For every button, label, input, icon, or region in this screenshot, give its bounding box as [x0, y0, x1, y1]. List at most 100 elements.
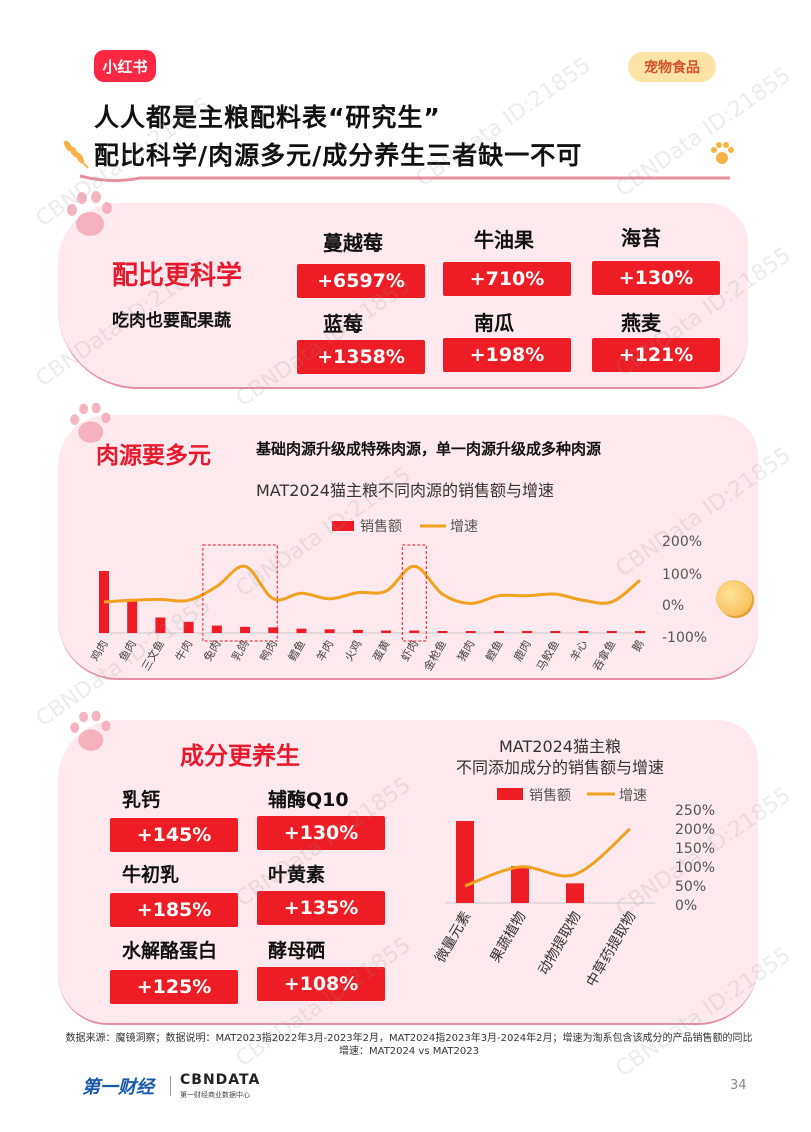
x-category-label: 金枪鱼: [421, 638, 450, 674]
ingredient-name: 水解酪蛋白: [122, 940, 218, 962]
ingredient-name: 牛油果: [474, 228, 534, 252]
growth-badge: +130%: [257, 810, 395, 850]
highlight-box: [202, 544, 278, 642]
chart2-title-line2: 不同添加成分的销售额与增速: [455, 758, 664, 777]
y2-tick-label: 100%: [675, 860, 715, 876]
page-title-line2: 配比科学/肉源多元/成分养生三者缺一不可: [94, 141, 583, 170]
x-category-label: 火鸡: [341, 638, 364, 664]
source-line2: 增速：MAT2024 vs MAT2023: [339, 1045, 479, 1057]
x-category-label: 猪肉: [455, 638, 477, 664]
x-category-label: 牛肉: [172, 638, 195, 664]
y2-tick-label: 0%: [662, 598, 684, 614]
cbndata-subtitle: 第一财经商业数据中心: [180, 1091, 250, 1099]
bar-sales: [493, 631, 504, 633]
bar-sales: [456, 821, 474, 903]
growth-badge: +198%: [443, 332, 581, 372]
y2-tick-label: 150%: [675, 841, 715, 857]
bar-sales: [635, 631, 645, 633]
bar-sales: [511, 866, 529, 903]
meat-source-chart: 销售额 增速200%100%0%-100%鸡肉 鱼肉 三文鱼 牛肉 兔肉 乳鸽 鸭肉 鳕鱼 羊肉火…: [87, 519, 707, 674]
bar-sales: [127, 598, 138, 633]
bar-sales: [352, 629, 363, 633]
growth-badge: +710%: [443, 256, 581, 296]
bar-sales: [437, 631, 448, 633]
x-category-label: 鸡肉: [87, 638, 110, 664]
x-category-label: 蛋黄: [370, 638, 393, 664]
growth-badge: +185%: [110, 887, 248, 927]
growth-badge: +145%: [110, 812, 248, 852]
section2-heading: 肉源要多元: [96, 443, 211, 469]
section1-subtitle: 吃肉也要配果蔬: [112, 311, 231, 331]
ingredient-name: 辅酶Q10: [268, 789, 349, 811]
x-category-label: 果蔬植物: [488, 909, 530, 965]
legend-bar-swatch: [497, 788, 523, 800]
y2-tick-label: -100%: [662, 630, 707, 646]
section2-subtitle: 基础肉源升级成特殊肉源，单一肉源升级成多种肉源: [256, 440, 602, 458]
growth-badge: +125%: [110, 964, 248, 1004]
growth-badge: +130%: [592, 255, 730, 295]
cbndata-logo: CBNDATA: [180, 1072, 261, 1088]
ingredient-name: 海苔: [621, 226, 661, 250]
bar-sales: [268, 627, 279, 633]
y2-tick-label: 0%: [675, 898, 697, 914]
x-category-label: 鱼肉: [116, 638, 139, 664]
ingredient-name: 蔓越莓: [323, 231, 383, 255]
paw-icon: [70, 710, 111, 751]
y2-tick-label: 100%: [662, 567, 702, 583]
section3-heading: 成分更养生: [180, 742, 300, 770]
bar-sales: [465, 631, 476, 633]
growth-badge: +6597%: [297, 258, 435, 298]
yicai-logo: 第一财经: [82, 1077, 154, 1098]
page-number: 34: [730, 1078, 747, 1093]
x-category-label: 鹅: [629, 638, 647, 655]
paw-icon: [70, 402, 111, 443]
legend-bar-label: 销售额: [529, 788, 571, 804]
bar-sales: [155, 617, 166, 633]
bar-sales: [240, 626, 251, 633]
growth-line: [464, 827, 631, 888]
chart2-title-line1: MAT2024猫主粮: [498, 737, 621, 756]
ingredient-name: 叶黄素: [268, 864, 326, 886]
bar-sales: [409, 630, 420, 633]
wheat-icon: [63, 140, 89, 169]
x-category-label: 三文鱼: [138, 638, 167, 674]
highlight-box: [401, 544, 427, 642]
x-category-label: 羊肉: [313, 638, 336, 664]
bar-sales: [183, 621, 194, 633]
x-category-label: 马鲛鱼: [533, 638, 562, 674]
x-category-label: 虾肉: [399, 638, 421, 664]
ingredient-name: 南瓜: [474, 311, 514, 335]
ingredient-chart: 销售额 增速 250% 200% 150% 100% 50% 0% 微量元素 果蔬植物 动物提取物中…: [433, 788, 715, 990]
bar-sales: [99, 571, 109, 633]
section1-heading: 配比更科学: [112, 261, 243, 291]
source-line1: 数据来源：魔镜洞察；数据说明：MAT2023指2022年3月-2023年2月，M…: [65, 1033, 753, 1044]
ingredient-name: 燕麦: [621, 311, 661, 335]
section-meat-card: [58, 415, 758, 680]
bar-sales: [296, 628, 307, 633]
paw-icon: [67, 191, 112, 236]
legend-bar-swatch: [332, 521, 354, 531]
xiaohongshu-logo: 小红书: [94, 50, 156, 82]
x-category-label: 鸭肉: [258, 638, 280, 664]
x-category-label: 吞拿鱼: [590, 638, 619, 674]
bar-sales: [566, 883, 584, 903]
category-tag: 宠物食品: [628, 52, 716, 82]
x-category-label: 羊心: [567, 638, 590, 664]
ingredient-name: 酵母硒: [268, 940, 326, 962]
bar-sales: [211, 625, 222, 633]
growth-line: [103, 564, 641, 605]
page-title-line1: 人人都是主粮配料表“研究生”: [94, 103, 441, 132]
ingredient-name: 乳钙: [122, 789, 161, 811]
x-category-label: 微量元素: [433, 909, 475, 965]
growth-badge: +108%: [257, 961, 395, 1001]
ingredient-name: 蓝莓: [323, 312, 363, 336]
paw-icon: [711, 142, 734, 164]
bar-sales: [324, 629, 335, 633]
bar-sales: [550, 631, 561, 633]
data-source-note: 数据来源：魔镜洞察；数据说明：MAT2023指2022年3月-2023年2月，M…: [44, 1033, 774, 1058]
y2-tick-label: 250%: [675, 803, 715, 819]
x-category-label: 鹿肉: [511, 638, 534, 664]
title-divider: [80, 174, 730, 183]
y2-tick-label: 200%: [662, 534, 702, 550]
x-category-label: 鳕鱼: [285, 638, 308, 664]
